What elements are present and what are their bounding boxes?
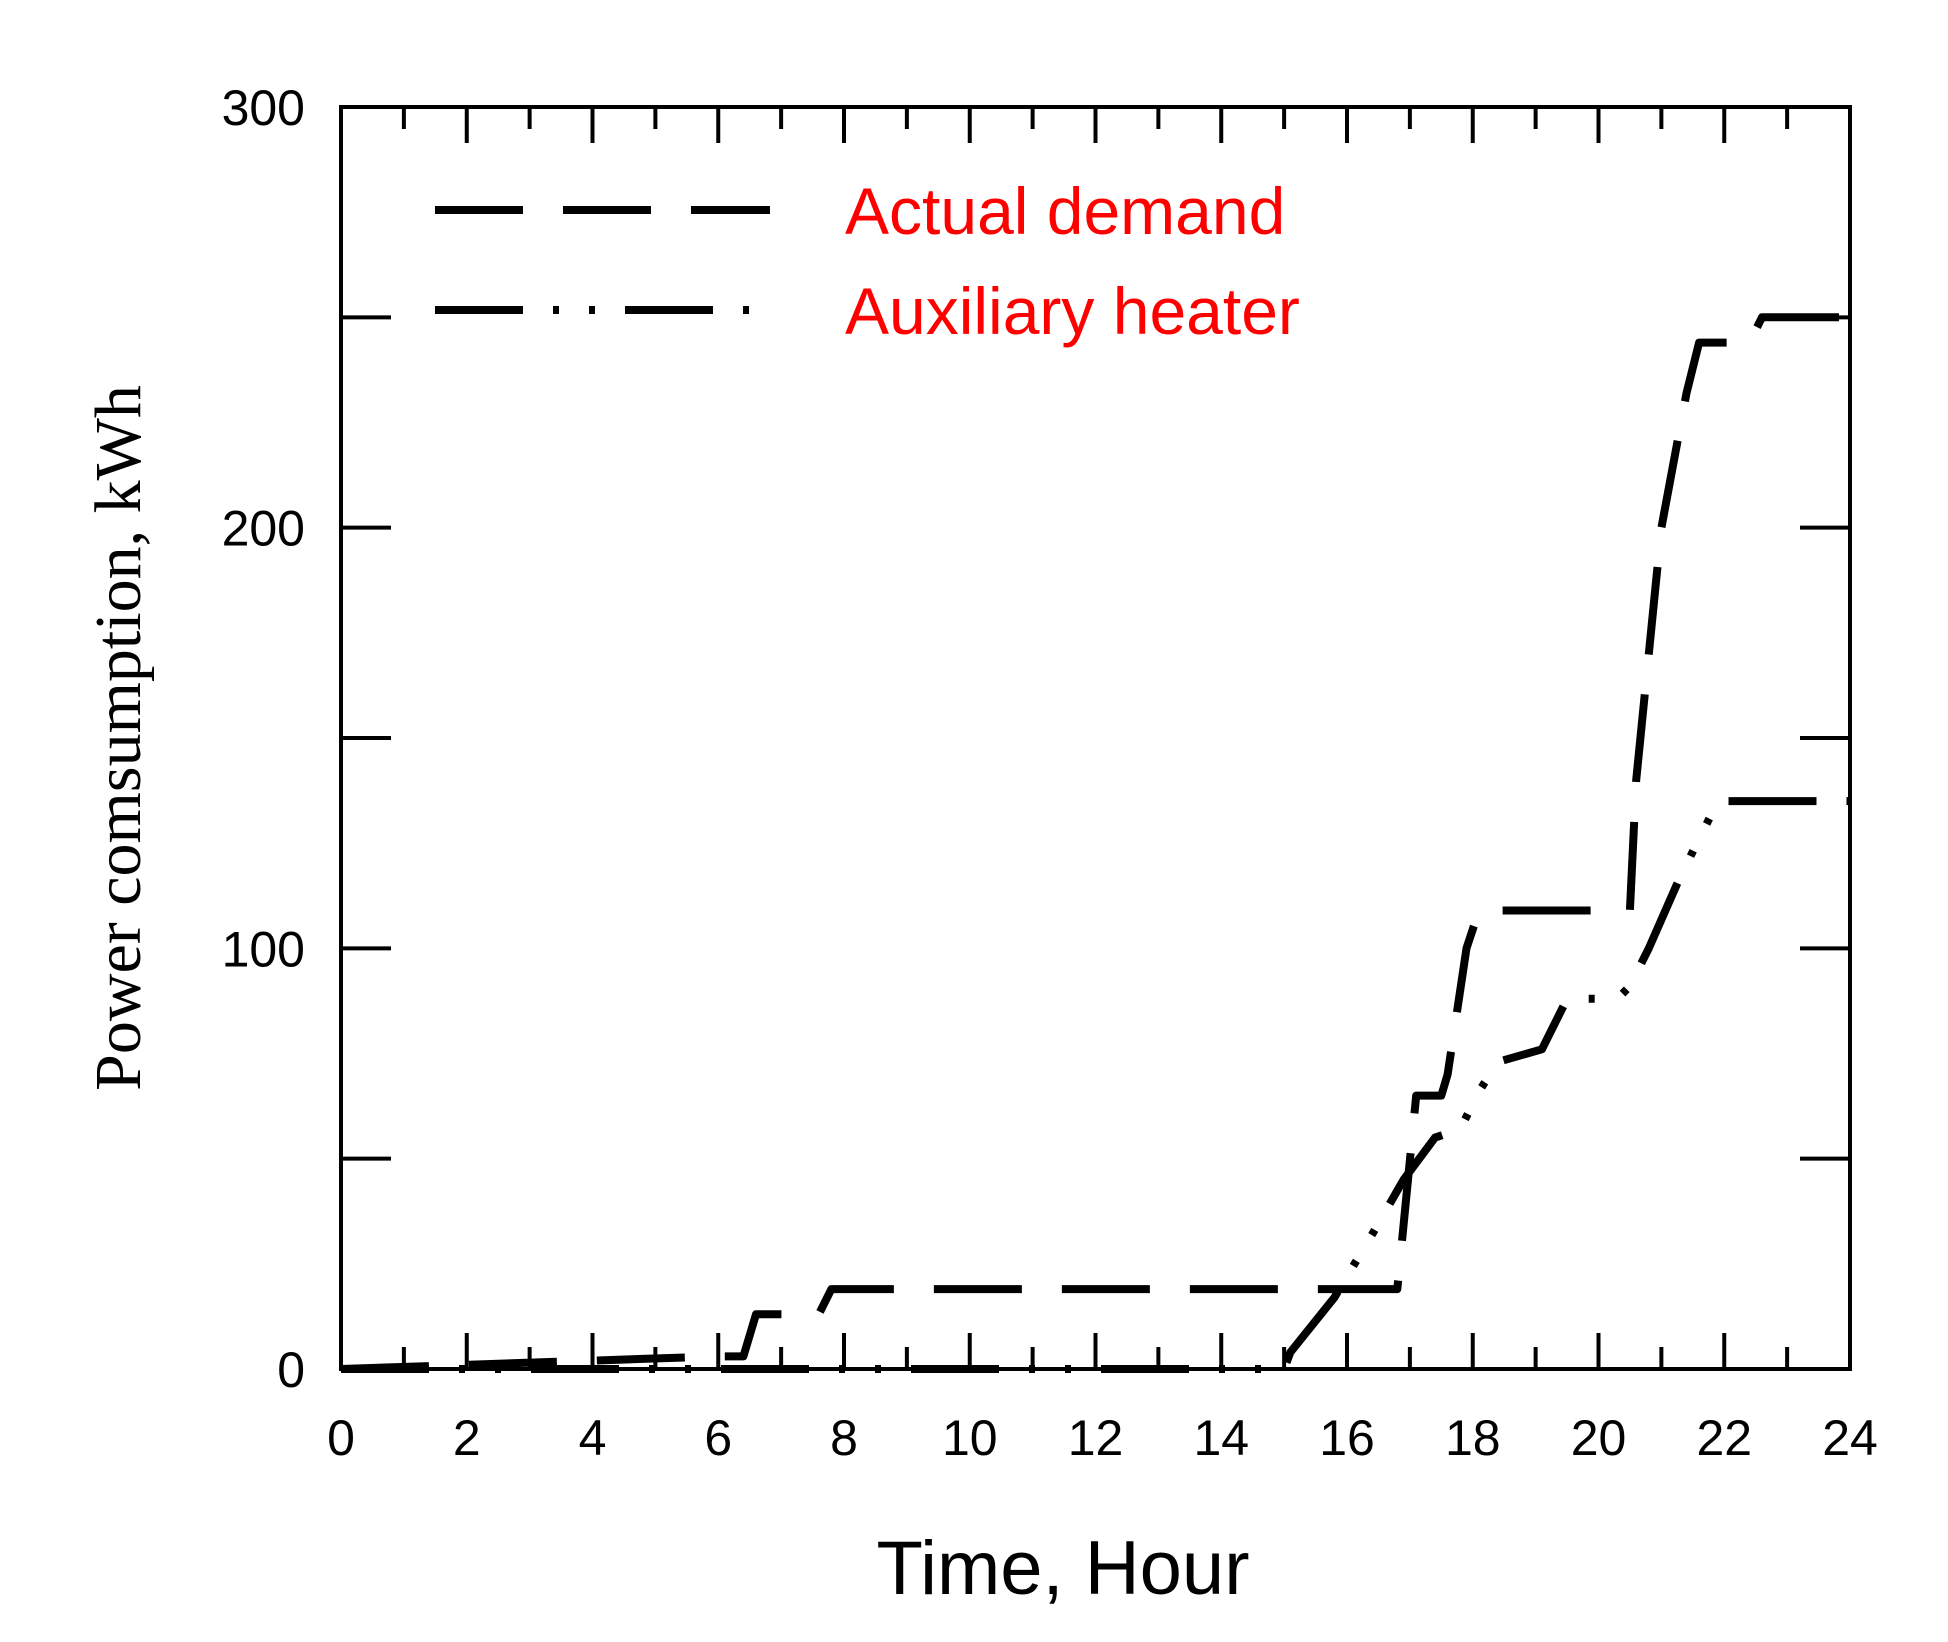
x-tick-label: 20	[1571, 1410, 1627, 1466]
x-tick-label: 6	[704, 1410, 732, 1466]
y-axis: 0 100 200 300	[222, 80, 1850, 1398]
y-axis-title: Power comsumption, kWh	[82, 385, 155, 1091]
x-tick-label: 8	[830, 1410, 858, 1466]
legend-label-auxiliary-heater: Auxiliary heater	[845, 274, 1300, 348]
x-tick-label: 2	[453, 1410, 481, 1466]
legend-label-actual-demand: Actual demand	[845, 174, 1285, 248]
x-tick-label: 18	[1445, 1410, 1501, 1466]
x-tick-label: 16	[1319, 1410, 1375, 1466]
x-tick-label: 12	[1068, 1410, 1124, 1466]
y-tick-label: 200	[222, 501, 305, 557]
x-tick-label: 14	[1193, 1410, 1249, 1466]
series-line-auxiliary-heater	[341, 797, 1850, 1373]
y-tick-label: 300	[222, 80, 305, 136]
series-line-actual-demand	[340, 313, 1850, 1373]
x-axis: 0 2 4 6 8 10 12 14 16 18 20 22 24	[327, 107, 1878, 1466]
x-tick-label: 10	[942, 1410, 998, 1466]
x-axis-title: Time, Hour	[876, 1526, 1249, 1611]
y-tick-label: 100	[222, 921, 305, 977]
y-tick-label: 0	[277, 1342, 305, 1398]
x-tick-label: 24	[1822, 1410, 1878, 1466]
x-tick-label: 4	[579, 1410, 607, 1466]
x-tick-label: 0	[327, 1410, 355, 1466]
x-tick-label: 22	[1696, 1410, 1752, 1466]
series-layer	[340, 313, 1850, 1373]
legend: Actual demand Auxiliary heater	[435, 174, 1300, 348]
